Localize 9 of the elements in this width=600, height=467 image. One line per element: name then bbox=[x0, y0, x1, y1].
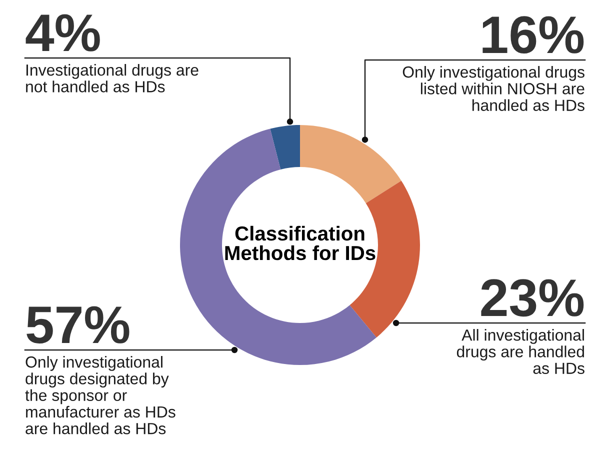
slice-label: Investigational drugs are not handled as HDs bbox=[26, 64, 198, 92]
slice-label: Only investigational drugs designated by the sponsor or manufacturer as HDs are handled as HDs bbox=[25, 356, 176, 434]
data-label: 16% bbox=[482, 16, 584, 54]
data-label: 23% bbox=[481, 279, 584, 317]
data-label: 4% bbox=[26, 14, 100, 52]
data-label: 57% bbox=[26, 306, 130, 344]
text: Classification Methods for IDs bbox=[225, 226, 376, 260]
slice-label: Only investigational drugs listed within NIOSH are handled as HDs bbox=[402, 66, 584, 111]
slice-label: All investigational drugs are handled as HDs bbox=[456, 329, 584, 374]
